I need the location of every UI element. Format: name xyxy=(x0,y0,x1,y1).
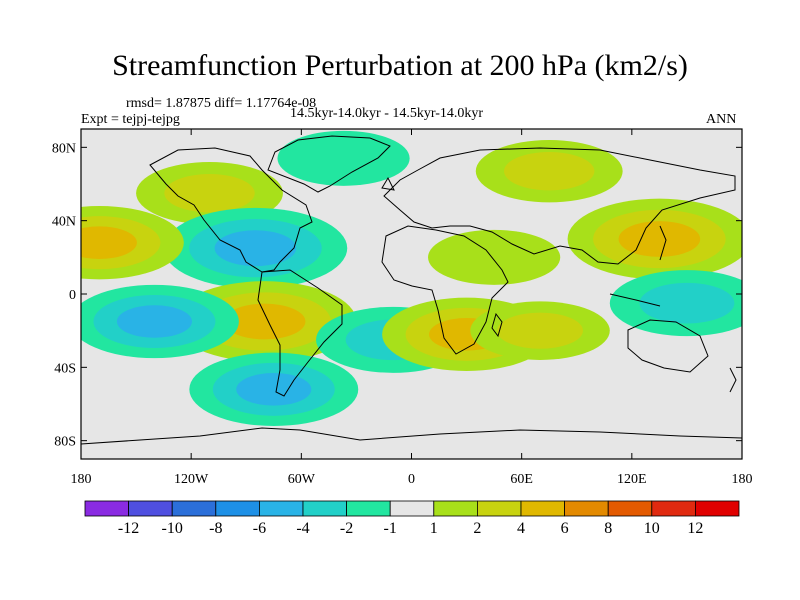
greenland-anomaly xyxy=(277,130,410,186)
colorbar-swatch xyxy=(564,500,609,517)
central-pacific-ridge-level-4 xyxy=(81,226,137,259)
southern-ocean-trough-level-4 xyxy=(236,373,312,406)
east-asia-ridge-level-4 xyxy=(618,221,701,257)
indonesia-coast xyxy=(609,293,661,307)
contour-field xyxy=(81,130,742,427)
central-pacific-ridge xyxy=(81,206,184,280)
greenland-coast xyxy=(267,135,391,193)
lon-tick-label: 120E xyxy=(617,472,647,487)
colorbar-label: 1 xyxy=(430,520,438,537)
stats-label: rmsd= 1.87875 diff= 1.17764e-08 xyxy=(126,96,317,111)
east-pacific-trough xyxy=(81,284,239,359)
colorbar-label: 4 xyxy=(517,520,525,537)
siberia-anomaly-level-2 xyxy=(504,151,595,191)
colorbar-label: -4 xyxy=(296,520,309,537)
lon-tick-label: 60W xyxy=(288,472,316,487)
east-asia-ridge xyxy=(567,198,742,280)
colorbar-swatch xyxy=(607,500,653,517)
west-pacific-trough-level-2 xyxy=(639,282,735,324)
north-america-trough xyxy=(163,207,348,289)
lon-tick-label: 180 xyxy=(71,472,92,487)
colorbar-label: 2 xyxy=(473,520,481,537)
lat-tick-label: 80S xyxy=(54,435,76,450)
colorbar-swatch xyxy=(302,500,347,517)
colorbar-label: -12 xyxy=(118,520,139,537)
europe-asia-coast xyxy=(383,147,736,265)
colorbar-label: -2 xyxy=(340,520,353,537)
colorbar-label: -10 xyxy=(162,520,183,537)
south-america-ridge-level-4 xyxy=(223,303,306,340)
colorbar-swatch xyxy=(346,500,391,517)
lat-tick-label: 40S xyxy=(54,361,76,376)
west-pacific-trough xyxy=(609,270,742,337)
colorbar-label: -8 xyxy=(209,520,222,537)
lat-tick-label: 0 xyxy=(69,288,76,303)
experiment-label: Expt = tejpj-tejpg xyxy=(81,112,180,127)
arabia-ridge xyxy=(428,229,561,285)
chart-title: Streamfunction Perturbation at 200 hPa (… xyxy=(112,49,688,82)
colorbar-swatch xyxy=(520,500,565,517)
colorbar-swatch xyxy=(84,500,129,517)
africa-coast xyxy=(381,225,509,355)
colorbar-label: 8 xyxy=(604,520,612,537)
colorbar-swatch xyxy=(258,500,304,517)
map-axes: 180 120W 60W 0 60E 120E 180 80N 40N 0 40S 80S xyxy=(52,129,753,487)
colorbar-swatch xyxy=(433,500,478,517)
siberia-anomaly xyxy=(475,140,623,203)
australia-coast xyxy=(627,319,709,373)
south-america-coast xyxy=(257,269,343,397)
north-atlantic-ridge-level-2 xyxy=(164,173,255,213)
arabia-ridge-level-1 xyxy=(428,229,561,285)
period-label: 14.5kyr-14.0kyr - 14.5kyr-14.0kyr xyxy=(290,106,484,121)
colorbar: -12 -10 -8 -6 -4 -2 -1 1 2 4 6 8 10 12 xyxy=(84,500,740,537)
lon-tick-label: 60E xyxy=(510,472,533,487)
lon-tick-label: 180 xyxy=(732,472,753,487)
lon-tick-label: 120W xyxy=(174,472,209,487)
indian-ocean-ridge xyxy=(470,301,610,360)
madagascar-coast xyxy=(491,312,503,338)
colorbar-swatch xyxy=(476,500,522,517)
uk-coast xyxy=(381,176,395,191)
colorbar-swatch xyxy=(171,500,217,517)
east-pacific-trough-level-4 xyxy=(116,305,192,338)
colorbar-swatch xyxy=(389,500,435,517)
colorbar-label: -1 xyxy=(384,520,397,537)
lat-tick-label: 40N xyxy=(52,215,76,230)
southern-ocean-trough xyxy=(189,352,359,427)
new-zealand-coast xyxy=(729,367,737,393)
colorbar-swatch xyxy=(215,500,260,517)
indian-ocean-ridge-level-2 xyxy=(497,312,583,349)
antarctica-coast xyxy=(81,427,742,445)
coastlines xyxy=(81,135,742,445)
colorbar-label: 6 xyxy=(561,520,569,537)
colorbar-label: 12 xyxy=(687,520,703,537)
lon-tick-label: 0 xyxy=(408,472,415,487)
colorbar-label: -6 xyxy=(253,520,266,537)
colorbar-swatch xyxy=(651,500,696,517)
japan-coast xyxy=(659,225,667,261)
greenland-anomaly-level-1 xyxy=(277,130,410,186)
lat-tick-label: 80N xyxy=(52,141,76,156)
north-america-coast xyxy=(149,147,313,273)
colorbar-swatch xyxy=(695,500,740,517)
colorbar-label: 10 xyxy=(644,520,660,537)
north-america-trough-level-4 xyxy=(214,230,297,267)
colorbar-swatch xyxy=(128,500,173,517)
season-label: ANN xyxy=(706,112,737,127)
